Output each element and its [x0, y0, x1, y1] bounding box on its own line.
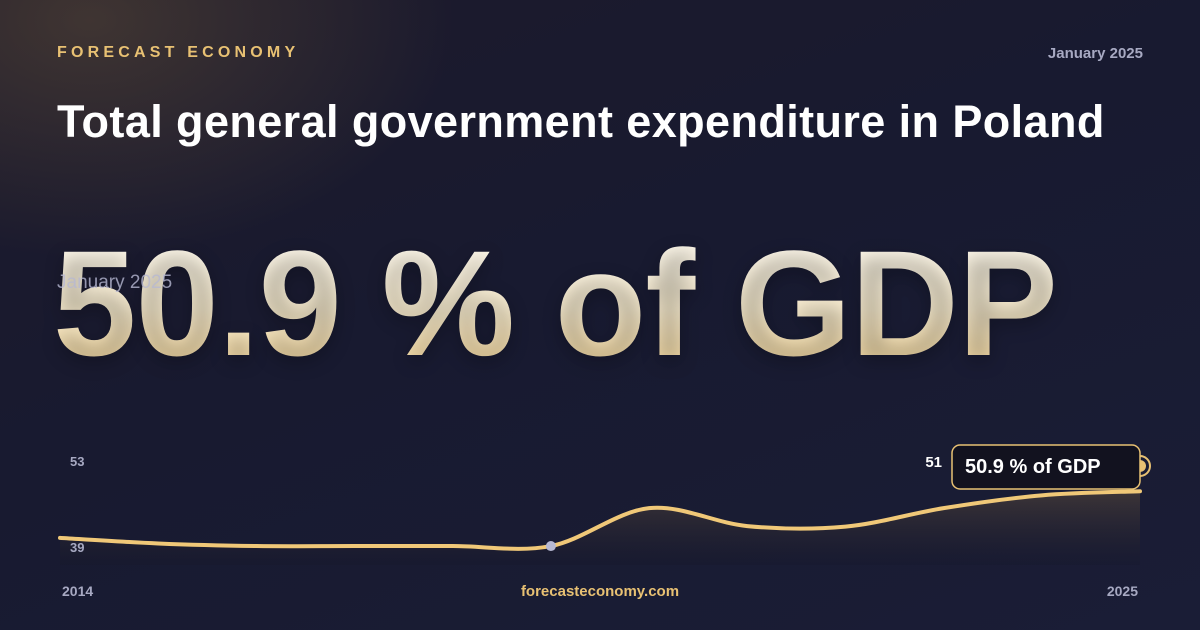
x-tick-label-end: 2025 — [1107, 583, 1138, 599]
last-value-callout: 50.9 % of GDP — [951, 444, 1141, 490]
value-date: January 2025 — [57, 272, 173, 293]
publication-date: January 2025 — [1047, 45, 1143, 62]
callout-text: 50.9 % of GDP — [965, 456, 1101, 478]
y-tick-label-bottom: 39 — [70, 540, 84, 555]
page-title: Total general government expenditure in … — [57, 96, 1105, 147]
series-line — [58, 489, 1142, 551]
brand-name: FORECAST ECONOMY — [57, 44, 300, 61]
footer-url[interactable]: forecasteconomy.com — [520, 583, 680, 600]
y-tick-label-top: 53 — [70, 454, 84, 469]
peak-label: 51 — [925, 454, 942, 471]
headline-value: 50.9 % of GDP — [53, 219, 1058, 387]
highlight-point — [545, 541, 556, 552]
x-tick-label-start: 2014 — [62, 583, 93, 599]
